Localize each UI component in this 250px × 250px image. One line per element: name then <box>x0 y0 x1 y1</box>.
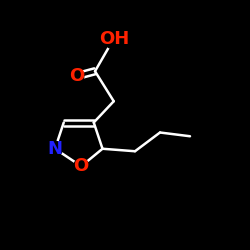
Text: O: O <box>74 157 89 175</box>
Circle shape <box>104 29 124 49</box>
Text: OH: OH <box>98 30 129 48</box>
Text: O: O <box>68 67 84 85</box>
Circle shape <box>74 159 89 174</box>
Text: N: N <box>48 140 62 158</box>
Circle shape <box>48 141 62 156</box>
Circle shape <box>69 69 84 84</box>
